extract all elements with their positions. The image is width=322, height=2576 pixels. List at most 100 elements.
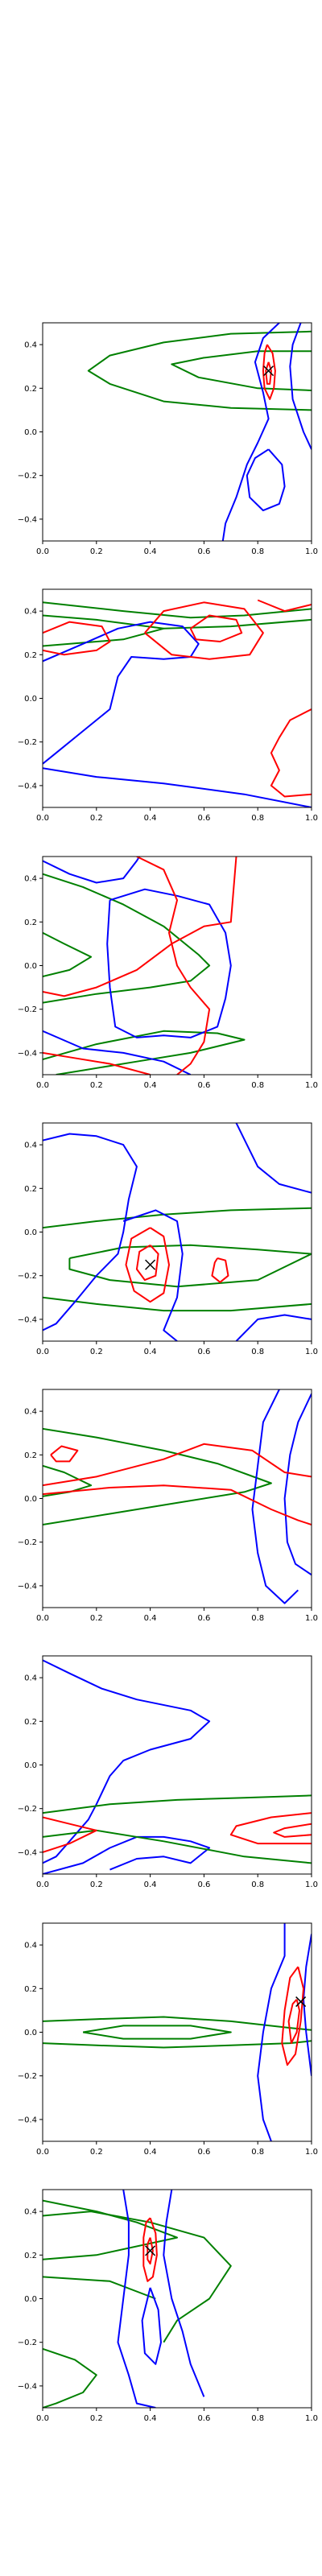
y-tick-label: 0.2 bbox=[24, 1185, 37, 1194]
red-contour-line bbox=[287, 1999, 300, 2045]
blue-contour-line bbox=[235, 1123, 312, 1194]
green-contour-line bbox=[43, 1296, 312, 1312]
x-tick-label: 0.4 bbox=[144, 1348, 157, 1356]
x-tick-label: 0.2 bbox=[90, 1880, 103, 1889]
blue-contour-line bbox=[289, 323, 312, 450]
red-contour-line bbox=[136, 857, 211, 1075]
blue-contour-line bbox=[141, 2287, 162, 2365]
x-marker bbox=[145, 1259, 156, 1270]
y-tick-label: −0.4 bbox=[18, 515, 37, 524]
green-contour-line bbox=[43, 2016, 312, 2031]
green-contour-line bbox=[82, 2025, 232, 2040]
x-tick-label: 0.8 bbox=[251, 1614, 264, 1623]
x-tick-label: 0.6 bbox=[197, 547, 210, 556]
x-tick-label: 0.6 bbox=[197, 2414, 210, 2423]
contour-group bbox=[43, 2190, 232, 2408]
x-tick-label: 0.4 bbox=[144, 1081, 157, 1090]
y-tick-label: −0.4 bbox=[18, 782, 37, 791]
green-contour-line bbox=[43, 2040, 312, 2049]
chart-panel-8: 0.0 0.2 0.4 0.6 0.8 1.0 0.4 0.2 0.0 −0.2 −0.4 bbox=[18, 2189, 318, 2423]
y-tick-label: 0.0 bbox=[24, 2029, 37, 2037]
y-tick-label: 0.2 bbox=[24, 1718, 37, 1727]
green-contour-line bbox=[43, 1794, 312, 1814]
red-contour-line bbox=[50, 1445, 79, 1463]
x-tick-label: 0.2 bbox=[90, 1614, 103, 1623]
y-tick-label: 0.4 bbox=[24, 2208, 37, 2217]
x-tick-label: 0.0 bbox=[36, 547, 49, 556]
y-tick-label: −0.2 bbox=[18, 1005, 37, 1014]
contour-group bbox=[43, 1123, 312, 1341]
blue-contour-line bbox=[246, 448, 286, 512]
x-tick-label: 0.2 bbox=[90, 814, 103, 823]
blue-contour-line bbox=[43, 767, 312, 807]
axes-frame bbox=[42, 1122, 312, 1342]
y-tick-label: 0.0 bbox=[24, 2295, 37, 2304]
x-tick-label: 1.0 bbox=[305, 1880, 318, 1889]
y-tick-label: −0.2 bbox=[18, 738, 37, 747]
y-tick-label: −0.4 bbox=[18, 1315, 37, 1324]
chart-panel-3: 0.0 0.2 0.4 0.6 0.8 1.0 0.4 0.2 0.0 −0.2 −0.4 bbox=[18, 856, 318, 1090]
chart-panel-2: 0.0 0.2 0.4 0.6 0.8 1.0 0.4 0.2 0.0 −0.2 −0.4 bbox=[18, 588, 318, 823]
y-tick-label: −0.4 bbox=[18, 1582, 37, 1591]
red-contour-line bbox=[273, 1823, 312, 1838]
axes-frame bbox=[42, 1655, 312, 1875]
y-tick-label: −0.2 bbox=[18, 2339, 37, 2347]
green-contour-line bbox=[43, 614, 165, 647]
y-tick-label: 0.4 bbox=[24, 341, 37, 350]
x-tick-label: 1.0 bbox=[305, 2414, 318, 2423]
blue-contour-line bbox=[106, 888, 232, 1038]
x-tick-label: 0.4 bbox=[144, 547, 157, 556]
x-tick-label: 0.0 bbox=[36, 814, 49, 823]
x-tick-label: 0.6 bbox=[197, 2148, 210, 2157]
x-tick-label: 0.0 bbox=[36, 2414, 49, 2423]
green-contour-line bbox=[43, 1829, 312, 1864]
red-contour-line bbox=[211, 1257, 229, 1283]
y-tick-label: 0.0 bbox=[24, 1228, 37, 1237]
contour-group bbox=[43, 1659, 312, 1874]
y-tick-label: 0.2 bbox=[24, 651, 37, 660]
green-contour-line bbox=[43, 2211, 232, 2343]
y-tick-label: 0.0 bbox=[24, 1761, 37, 1770]
chart-panel-7: 0.0 0.2 0.4 0.6 0.8 1.0 0.4 0.2 0.0 −0.2 −0.4 bbox=[18, 1922, 318, 2157]
axes-frame bbox=[42, 2189, 312, 2409]
y-tick-label: −0.2 bbox=[18, 472, 37, 481]
green-contour-line bbox=[43, 2276, 156, 2300]
x-tick-label: 0.8 bbox=[251, 1348, 264, 1356]
y-tick-label: −0.2 bbox=[18, 2072, 37, 2081]
x-tick-label: 0.4 bbox=[144, 2148, 157, 2157]
green-contour-line bbox=[43, 873, 211, 1004]
x-tick-label: 0.2 bbox=[90, 2148, 103, 2157]
x-tick-label: 1.0 bbox=[305, 814, 318, 823]
red-contour-line bbox=[229, 1812, 312, 1845]
green-contour-line bbox=[43, 1464, 93, 1497]
x-tick-label: 0.2 bbox=[90, 2414, 103, 2423]
x-marker bbox=[263, 365, 275, 377]
red-contour-line bbox=[257, 599, 312, 613]
green-contour-line bbox=[171, 350, 312, 391]
green-contour-line bbox=[68, 1244, 312, 1288]
x-tick-label: 0.8 bbox=[251, 814, 264, 823]
contour-group bbox=[43, 1389, 312, 1604]
y-tick-label: 0.4 bbox=[24, 1942, 37, 1951]
green-contour-line bbox=[43, 1427, 272, 1525]
x-marker bbox=[295, 1996, 307, 2008]
chart-panel-4: 0.0 0.2 0.4 0.6 0.8 1.0 0.4 0.2 0.0 −0.2 −0.4 bbox=[18, 1122, 318, 1356]
red-contour-line bbox=[270, 708, 312, 798]
y-tick-label: −0.2 bbox=[18, 1272, 37, 1281]
red-contour-line bbox=[43, 1816, 97, 1853]
chart-panel-6: 0.0 0.2 0.4 0.6 0.8 1.0 0.4 0.2 0.0 −0.2 −0.4 bbox=[18, 1655, 318, 1889]
y-tick-label: 0.4 bbox=[24, 608, 37, 617]
green-contour-line bbox=[163, 618, 312, 630]
y-tick-label: −0.4 bbox=[18, 1049, 37, 1058]
x-tick-label: 0.8 bbox=[251, 547, 264, 556]
x-tick-label: 0.8 bbox=[251, 1880, 264, 1889]
x-tick-label: 1.0 bbox=[305, 2148, 318, 2157]
contour-group bbox=[43, 1923, 312, 2141]
red-contour-line bbox=[189, 614, 243, 642]
green-contour-line bbox=[43, 2347, 97, 2408]
y-tick-label: 0.0 bbox=[24, 1495, 37, 1504]
blue-contour-line bbox=[221, 323, 280, 541]
y-tick-label: 0.0 bbox=[24, 962, 37, 971]
x-tick-label: 0.4 bbox=[144, 2414, 157, 2423]
